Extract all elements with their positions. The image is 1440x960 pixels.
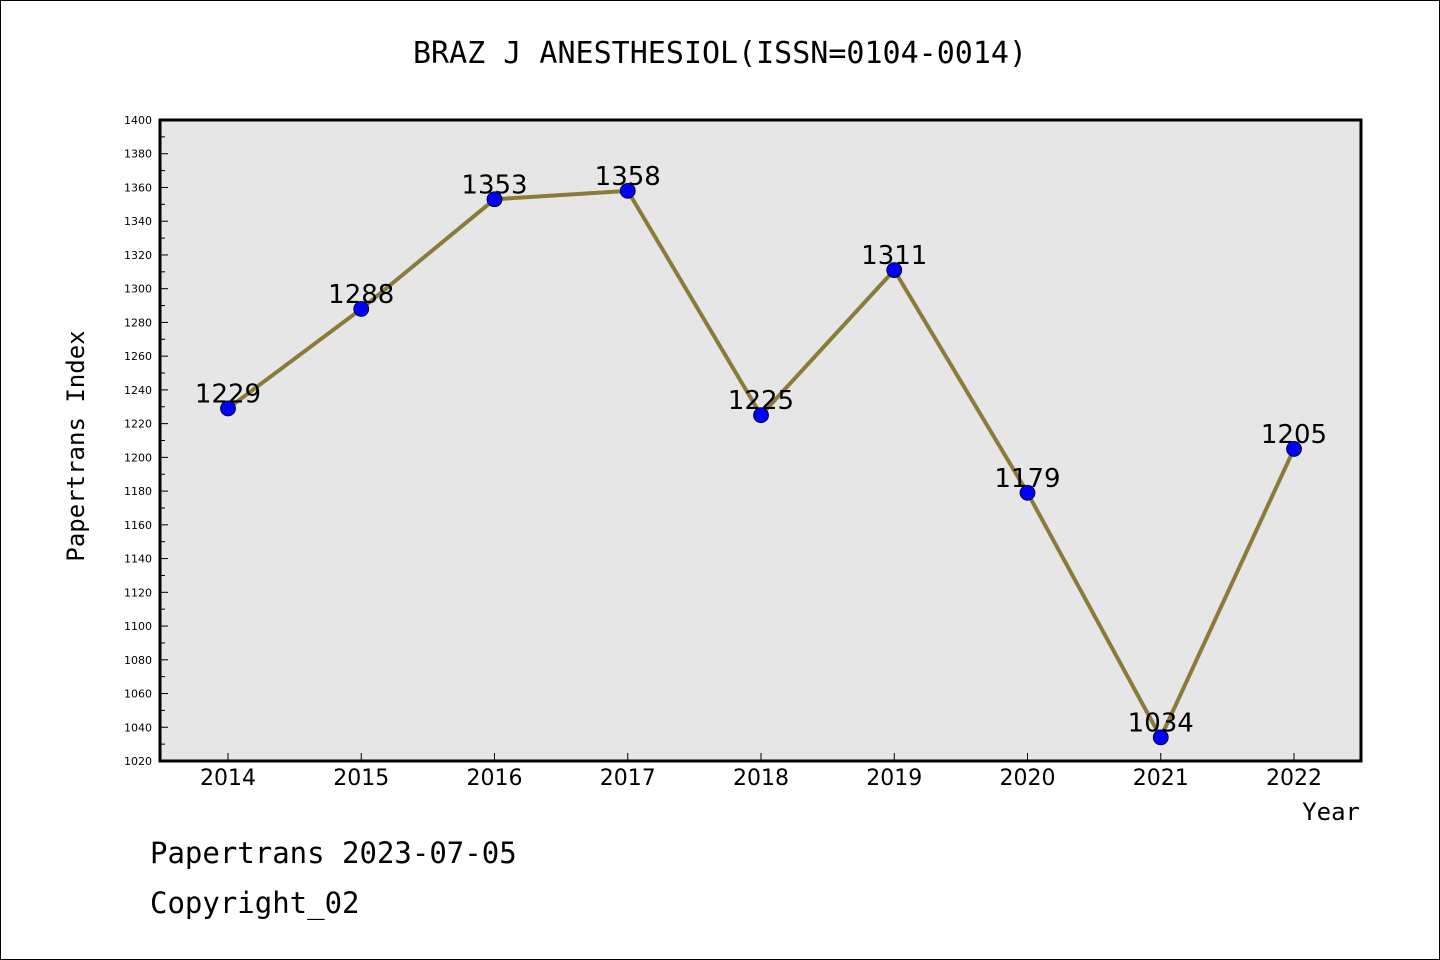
y-tick-label: 1020: [124, 755, 152, 768]
data-label: 1311: [861, 241, 927, 271]
data-point: [1152, 729, 1169, 746]
y-tick-label: 1160: [124, 519, 152, 532]
y-tick-label: 1360: [124, 181, 152, 194]
chart-title: BRAZ J ANESTHESIOL(ISSN=0104-0014): [412, 36, 1028, 71]
y-axis: 1020 1040 1060 1080 1100 1120 1140 1160 1180 1200…: [124, 114, 168, 768]
y-tick-label: 1100: [124, 620, 152, 633]
y-tick-label: 1120: [124, 586, 152, 599]
plot-border: [158, 118, 1363, 763]
data-label: 1229: [195, 379, 261, 409]
data-label: 1225: [728, 386, 794, 416]
x-axis: 2014 2015 2016 2017 2018 2019 2020 2021 2022: [200, 753, 1322, 791]
y-tick-label: 1340: [124, 215, 152, 228]
y-tick-label: 1280: [124, 316, 152, 329]
footer-copyright: Copyright_02: [150, 886, 360, 920]
x-tick-label: 2016: [467, 766, 523, 791]
data-point: [486, 191, 503, 208]
data-point: [1286, 441, 1302, 457]
data-label: 1205: [1261, 420, 1327, 450]
x-tick-label: 2022: [1266, 766, 1322, 791]
y-tick-label: 1220: [124, 418, 152, 431]
data-label: 1034: [1128, 708, 1194, 738]
data-point: [753, 407, 769, 424]
x-tick-label: 2021: [1133, 766, 1189, 791]
y-tick-label: 1040: [124, 721, 152, 734]
data-labels: 1229 1288 1353 1358 1225 1311 1179 1034 1205: [195, 162, 1327, 739]
y-tick-label: 1300: [124, 283, 152, 296]
y-tick-label: 1240: [124, 384, 152, 397]
y-tick-label: 1400: [124, 114, 152, 127]
data-point: [1019, 484, 1036, 501]
y-axis-title: Papertrans Index: [62, 330, 90, 561]
x-tick-label: 2020: [1000, 766, 1056, 791]
data-label: 1288: [328, 280, 394, 310]
y-tick-label: 1200: [124, 451, 152, 464]
y-tick-label: 1260: [124, 350, 152, 363]
data-points: [220, 182, 1302, 746]
data-label: 1179: [994, 464, 1060, 494]
data-point: [886, 262, 903, 279]
x-axis-title: Year: [1302, 798, 1360, 826]
y-tick-label: 1080: [124, 654, 152, 667]
y-tick-label: 1060: [124, 688, 152, 701]
x-tick-label: 2019: [866, 766, 922, 791]
data-label: 1358: [595, 162, 661, 192]
data-point: [220, 400, 236, 417]
data-point: [353, 301, 370, 317]
y-tick-label: 1320: [124, 249, 152, 262]
y-tick-label: 1140: [124, 553, 152, 566]
y-tick-label: 1180: [124, 485, 152, 498]
plot-area: [160, 120, 1361, 761]
x-tick-label: 2018: [733, 766, 789, 791]
footer-date: Papertrans 2023-07-05: [150, 836, 517, 870]
data-label: 1353: [461, 170, 527, 200]
data-point: [619, 182, 636, 199]
x-tick-label: 2017: [600, 766, 656, 791]
x-tick-label: 2014: [200, 766, 256, 791]
x-tick-label: 2015: [333, 766, 389, 791]
y-tick-label: 1380: [124, 148, 152, 161]
